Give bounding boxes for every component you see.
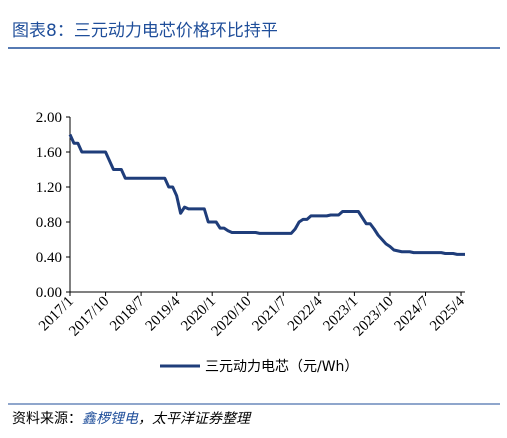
x-tick-label: 2025/4 (427, 293, 468, 334)
x-tick-label: 2020/10 (208, 294, 254, 340)
x-tick-label: 2017/10 (66, 294, 112, 340)
x-tick-label: 2019/4 (143, 293, 184, 334)
source-rest: ，太平洋证券整理 (138, 411, 252, 427)
x-tick-label: 2023/10 (351, 294, 397, 340)
chart-title: 图表8：三元动力电芯价格环比持平 (12, 21, 278, 41)
y-tick-label: 1.60 (36, 145, 62, 161)
y-tick-label: 0.00 (36, 285, 62, 301)
x-tick-label: 2022/4 (285, 293, 326, 334)
y-tick-label: 2.00 (36, 110, 62, 126)
x-tick-label: 2018/7 (107, 293, 148, 334)
source-highlight: 鑫椤锂电 (82, 411, 139, 427)
y-tick-label: 0.40 (36, 250, 62, 266)
x-tick-label: 2021/7 (249, 293, 290, 334)
source: 资料来源：鑫椤锂电，太平洋证券整理 (12, 411, 252, 427)
x-tick-label: 2024/7 (392, 293, 433, 334)
y-tick-label: 0.80 (36, 215, 62, 231)
legend-label: 三元动力电芯（元/Wh） (205, 359, 358, 375)
data-line (68, 133, 465, 256)
source-prefix: 资料来源： (12, 411, 82, 427)
y-tick-label: 1.20 (36, 180, 62, 196)
